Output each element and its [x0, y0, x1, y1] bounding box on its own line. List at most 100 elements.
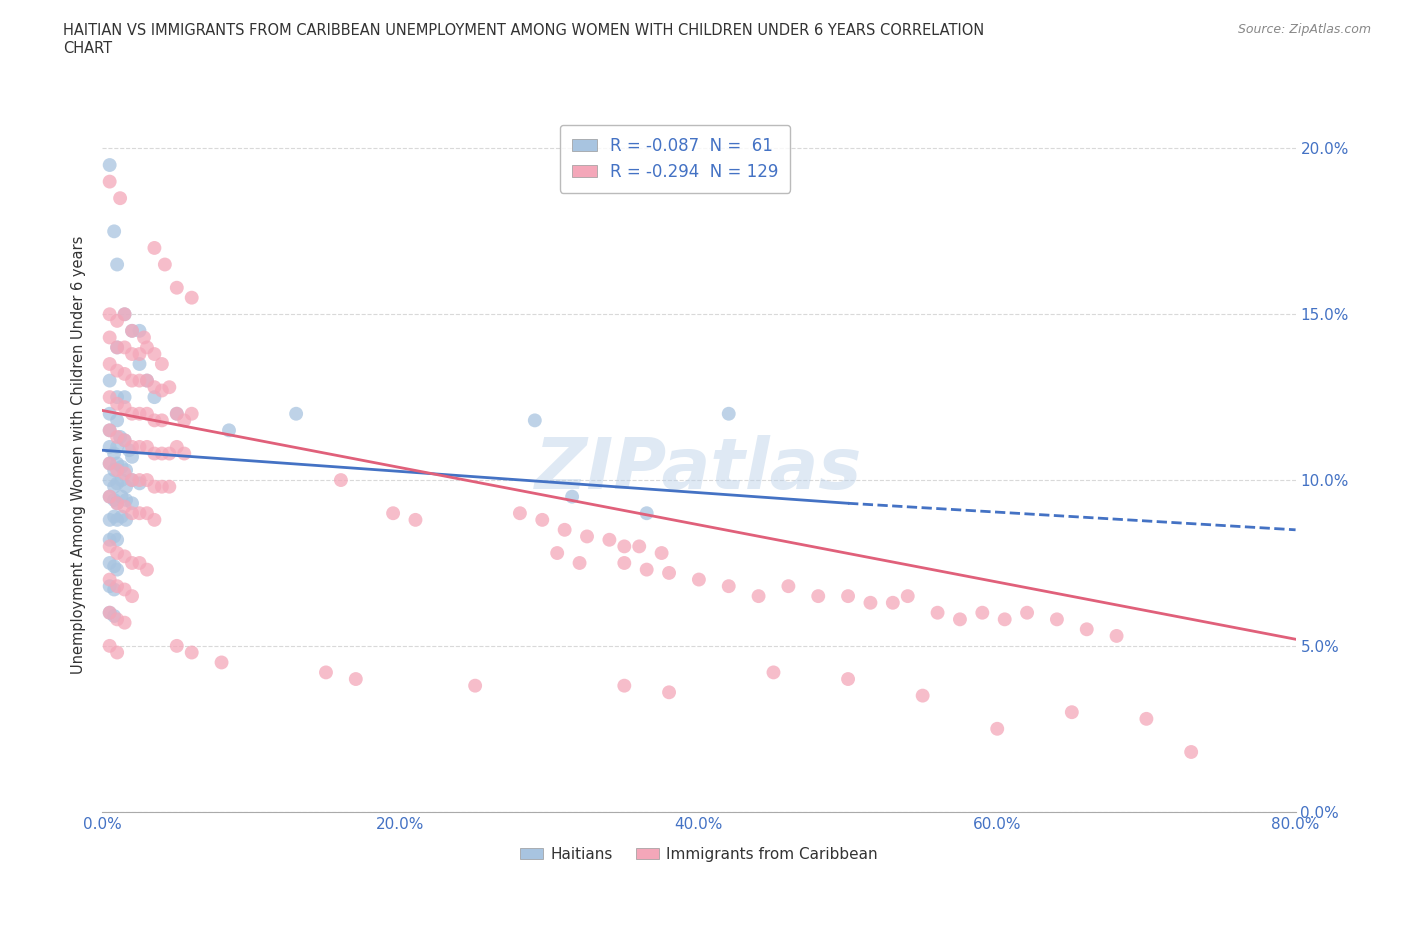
Point	[114, 400, 136, 415]
Point	[103, 463, 125, 478]
Point	[105, 612, 128, 627]
Point	[121, 506, 143, 521]
Point	[807, 589, 830, 604]
Point	[651, 546, 673, 561]
Point	[105, 512, 128, 527]
Point	[576, 529, 599, 544]
Point	[121, 440, 143, 455]
Point	[114, 466, 136, 481]
Point	[509, 506, 531, 521]
Point	[103, 559, 125, 574]
Point	[121, 472, 143, 487]
Point	[153, 257, 176, 272]
Point	[105, 645, 128, 660]
Point	[688, 572, 710, 587]
Point	[110, 472, 132, 487]
Point	[173, 446, 195, 461]
Point	[636, 506, 658, 521]
Text: HAITIAN VS IMMIGRANTS FROM CARIBBEAN UNEMPLOYMENT AMONG WOMEN WITH CHILDREN UNDE: HAITIAN VS IMMIGRANTS FROM CARIBBEAN UNE…	[63, 23, 984, 56]
Point	[1180, 745, 1202, 760]
Point	[143, 446, 166, 461]
Point	[114, 307, 136, 322]
Point	[98, 356, 121, 371]
Point	[180, 290, 202, 305]
Point	[114, 432, 136, 447]
Point	[464, 678, 486, 693]
Point	[1135, 711, 1157, 726]
Point	[105, 578, 128, 593]
Point	[136, 340, 159, 355]
Point	[598, 532, 620, 547]
Legend: Haitians, Immigrants from Caribbean: Haitians, Immigrants from Caribbean	[513, 841, 884, 869]
Point	[628, 539, 651, 554]
Point	[98, 406, 121, 421]
Point	[105, 463, 128, 478]
Point	[105, 562, 128, 577]
Point	[121, 472, 143, 487]
Point	[211, 655, 233, 670]
Text: Source: ZipAtlas.com: Source: ZipAtlas.com	[1237, 23, 1371, 36]
Point	[143, 379, 166, 394]
Point	[150, 446, 173, 461]
Point	[128, 406, 150, 421]
Point	[98, 373, 121, 388]
Point	[103, 224, 125, 239]
Point	[636, 562, 658, 577]
Point	[180, 645, 202, 660]
Point	[143, 347, 166, 362]
Point	[121, 496, 143, 511]
Point	[114, 432, 136, 447]
Point	[128, 476, 150, 491]
Point	[98, 572, 121, 587]
Point	[1105, 629, 1128, 644]
Point	[121, 449, 143, 464]
Point	[748, 589, 770, 604]
Point	[157, 479, 180, 494]
Point	[837, 589, 859, 604]
Point	[136, 440, 159, 455]
Point	[561, 489, 583, 504]
Text: ZIPatlas: ZIPatlas	[536, 435, 863, 504]
Point	[128, 356, 150, 371]
Point	[180, 406, 202, 421]
Point	[98, 605, 121, 620]
Point	[613, 555, 636, 570]
Point	[98, 330, 121, 345]
Point	[717, 406, 740, 421]
Point	[911, 688, 934, 703]
Point	[114, 340, 136, 355]
Point	[105, 476, 128, 491]
Point	[103, 493, 125, 508]
Point	[105, 440, 128, 455]
Point	[762, 665, 785, 680]
Point	[105, 364, 128, 379]
Point	[949, 612, 972, 627]
Point	[128, 506, 150, 521]
Point	[98, 472, 121, 487]
Point	[344, 671, 367, 686]
Point	[98, 456, 121, 471]
Point	[157, 379, 180, 394]
Point	[115, 512, 138, 527]
Y-axis label: Unemployment Among Women with Children Under 6 years: Unemployment Among Women with Children U…	[72, 236, 86, 674]
Point	[98, 157, 121, 172]
Point	[128, 373, 150, 388]
Point	[105, 396, 128, 411]
Point	[166, 440, 188, 455]
Point	[105, 496, 128, 511]
Point	[105, 257, 128, 272]
Point	[108, 430, 131, 445]
Point	[105, 340, 128, 355]
Point	[136, 562, 159, 577]
Point	[128, 440, 150, 455]
Point	[613, 678, 636, 693]
Point	[1046, 612, 1069, 627]
Point	[128, 324, 150, 339]
Point	[105, 496, 128, 511]
Point	[568, 555, 591, 570]
Point	[121, 589, 143, 604]
Point	[658, 565, 681, 580]
Point	[972, 605, 994, 620]
Point	[329, 472, 352, 487]
Point	[114, 366, 136, 381]
